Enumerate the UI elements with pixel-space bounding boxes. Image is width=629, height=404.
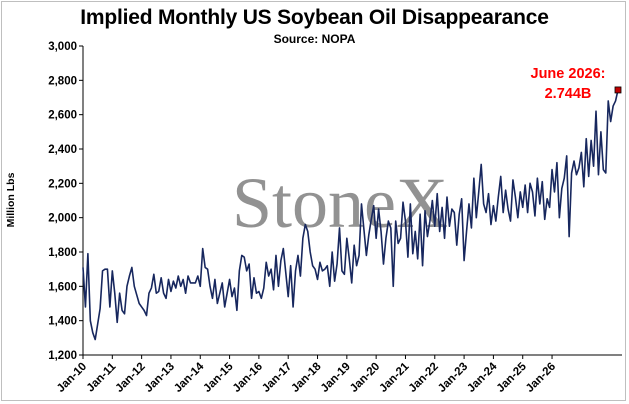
x-tick-label: Jan-18 xyxy=(289,360,324,395)
x-tick-label: Jan-14 xyxy=(172,360,207,395)
x-tick-label: Jan-11 xyxy=(85,360,119,394)
y-tick-label: 1,400 xyxy=(48,316,77,328)
x-tick-label: Jan-24 xyxy=(465,360,500,395)
annotation: June 2026: 2.744B xyxy=(531,66,606,102)
y-tick-label: 2,800 xyxy=(48,75,77,87)
y-tick-label: 1,800 xyxy=(48,247,77,259)
y-tick-label: 1,200 xyxy=(48,350,77,362)
last-point-marker xyxy=(614,86,622,94)
annotation-value: 2.744B xyxy=(545,86,592,102)
x-tick-label: Jan-15 xyxy=(201,360,236,395)
x-tick-label: Jan-21 xyxy=(377,360,412,395)
x-tick-label: Jan-12 xyxy=(114,361,148,395)
y-tick-label: 3,000 xyxy=(48,41,77,53)
y-tick-label: 2,400 xyxy=(48,144,77,156)
x-tick-label: Jan-16 xyxy=(231,361,265,395)
x-tick-label: Jan-19 xyxy=(319,361,353,395)
x-tick-label: Jan-17 xyxy=(260,361,294,395)
y-tick-label: 1,600 xyxy=(48,281,77,293)
x-tick-label: Jan-25 xyxy=(495,360,530,395)
x-tick-label: Jan-22 xyxy=(407,361,441,395)
x-tick-label: Jan-26 xyxy=(524,361,558,395)
series-line xyxy=(82,89,619,341)
x-axis: Jan-10Jan-11Jan-12Jan-13Jan-14Jan-15Jan-… xyxy=(55,354,622,395)
y-axis: 1,200 1,400 1,600 1,800 2,000 2,200 2,400 2,600… xyxy=(5,41,84,362)
chart-subtitle: Source: NOPA xyxy=(273,32,356,46)
y-tick-label: 2,200 xyxy=(48,178,77,190)
annotation-label: June 2026: xyxy=(531,66,606,82)
x-tick-label: Jan-13 xyxy=(143,361,177,395)
x-tick-label: Jan-20 xyxy=(348,361,382,395)
y-axis-title: Million Lbs xyxy=(5,172,17,227)
chart-title: Implied Monthly US Soybean Oil Disappear… xyxy=(80,6,549,29)
x-tick-label: Jan-10 xyxy=(55,361,89,395)
y-tick-label: 2,600 xyxy=(48,110,77,122)
plot-area xyxy=(82,86,622,341)
x-tick-label: Jan-23 xyxy=(436,361,470,395)
y-tick-label: 2,000 xyxy=(48,213,77,225)
